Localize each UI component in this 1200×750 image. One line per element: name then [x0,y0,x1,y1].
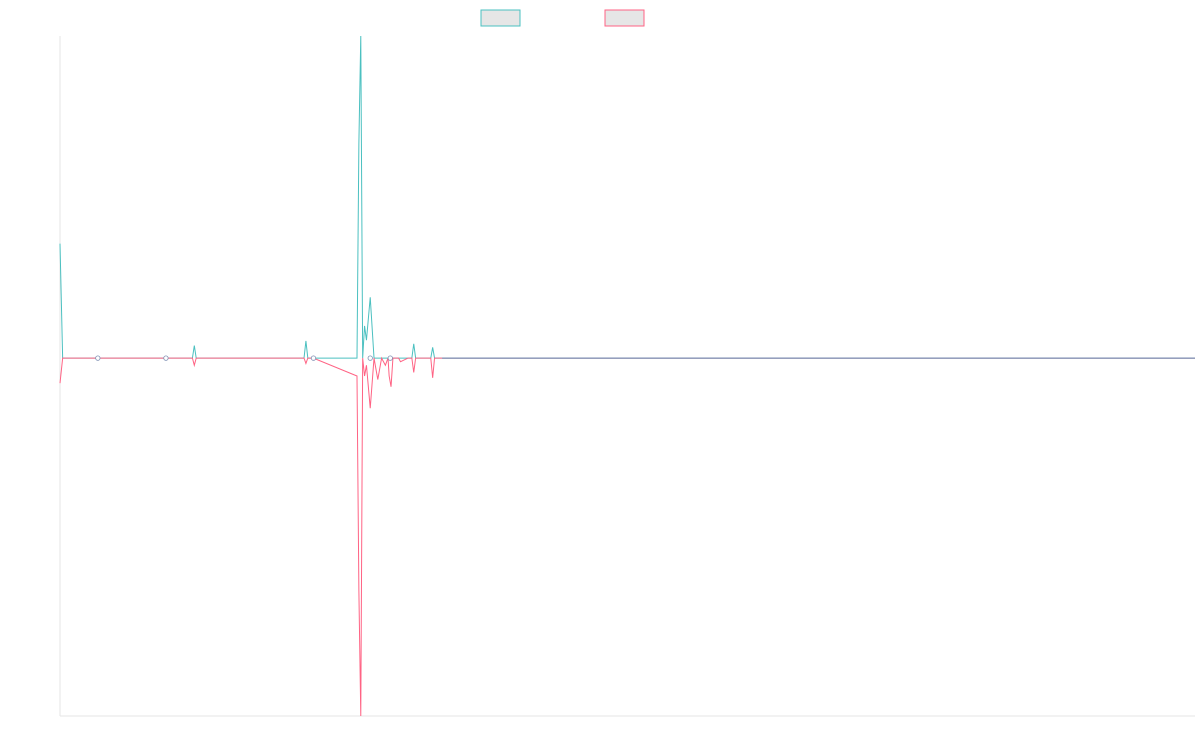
point-marker [367,355,373,361]
axes [59,36,1195,717]
legend-swatch-1[interactable] [480,9,521,27]
legend-swatch-2[interactable] [604,9,645,27]
point-marker [95,355,101,361]
plot-area [59,35,1195,717]
point-marker [163,355,169,361]
point-marker [387,355,393,361]
point-marker [310,355,317,361]
series-line-2 [59,356,1195,717]
series-line-1 [59,35,1195,359]
legend [480,9,645,27]
